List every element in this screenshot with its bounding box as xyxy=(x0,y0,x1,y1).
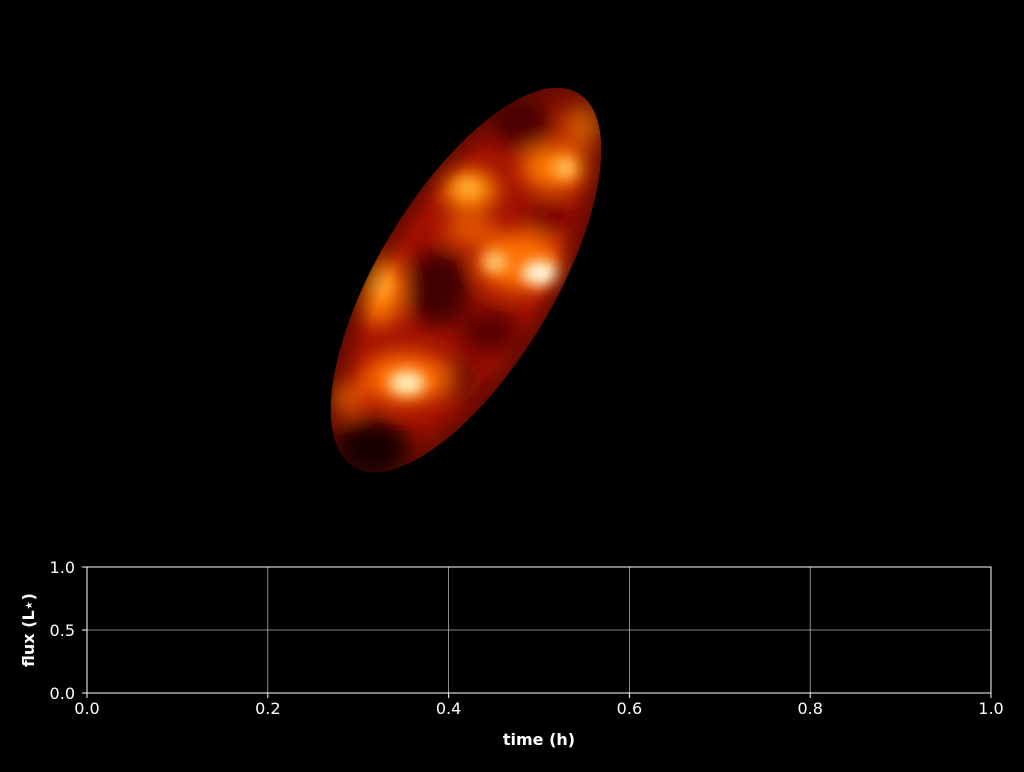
y-axis-label: flux (L⋆) xyxy=(19,593,38,667)
x-tick-label: 0.8 xyxy=(797,699,822,718)
y-tick-label: 0.5 xyxy=(50,621,75,640)
grid xyxy=(86,566,992,694)
x-tick-label: 0.2 xyxy=(255,699,280,718)
x-axis-ticks: 0.0 0.2 0.4 0.6 0.8 1.0 xyxy=(74,693,1004,718)
x-axis-label: time (h) xyxy=(503,730,575,749)
y-tick-label: 0.0 xyxy=(50,684,75,703)
x-tick-label: 0.0 xyxy=(74,699,99,718)
light-curve-axes: 0.0 0.2 0.4 0.6 0.8 1.0 0.0 0.5 1.0 time (h) fl… xyxy=(19,558,1004,749)
limb-darkening xyxy=(330,87,602,473)
y-tick-label: 1.0 xyxy=(50,558,75,577)
x-tick-label: 0.6 xyxy=(617,699,642,718)
star-surface-map xyxy=(329,87,605,478)
x-tick-label: 1.0 xyxy=(978,699,1003,718)
x-tick-label: 0.4 xyxy=(436,699,461,718)
y-axis-ticks: 0.0 0.5 1.0 xyxy=(50,558,87,703)
